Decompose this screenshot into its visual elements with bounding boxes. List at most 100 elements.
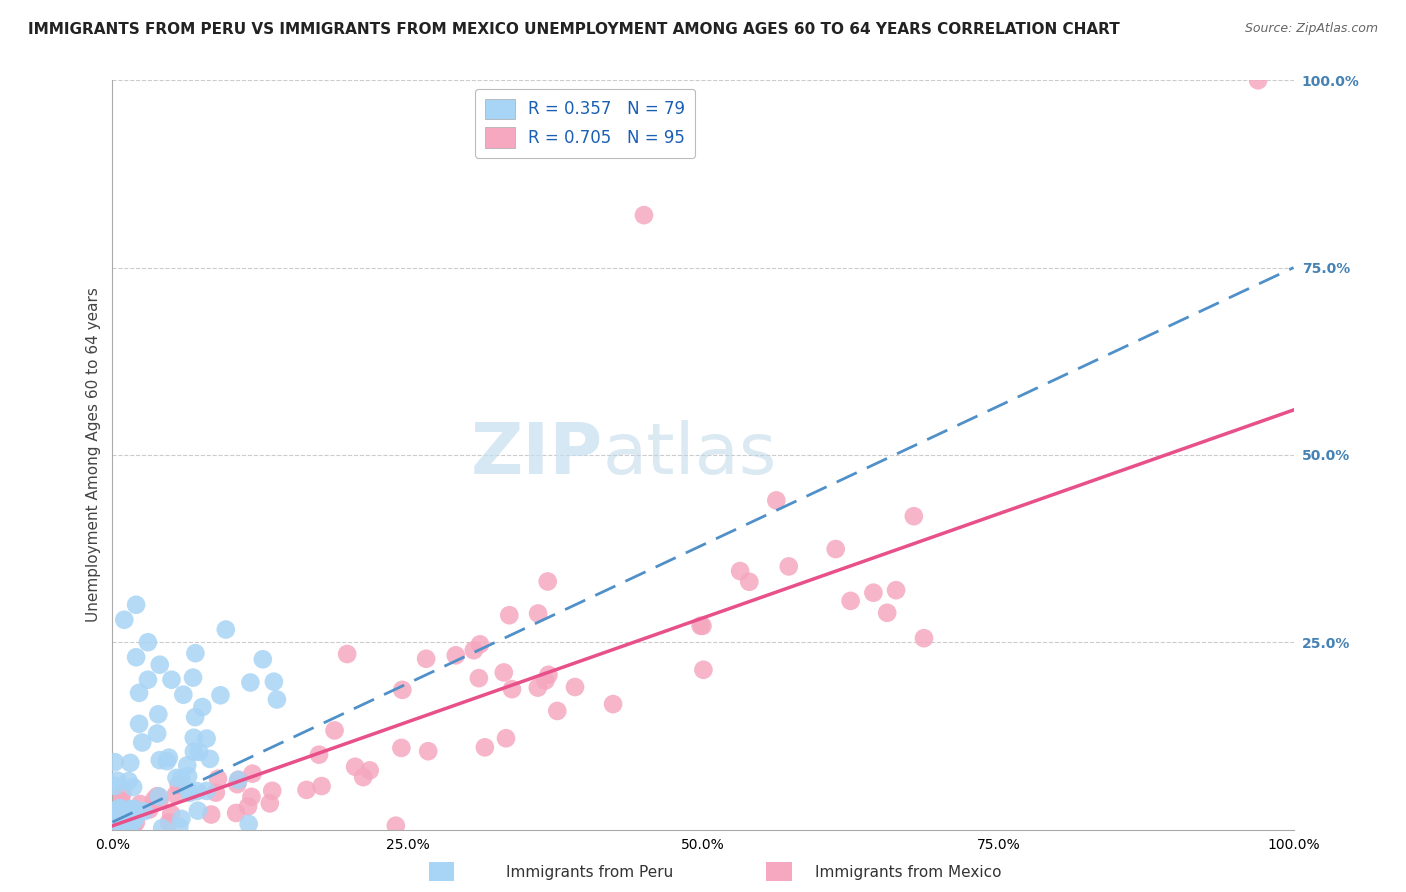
Point — [195, 731, 218, 746]
Point — [101, 818, 124, 832]
Point — [120, 809, 142, 823]
Point — [150, 821, 173, 835]
Point — [125, 650, 148, 665]
Point — [107, 811, 129, 825]
Point — [498, 608, 520, 623]
Point — [125, 815, 148, 830]
Point — [903, 509, 925, 524]
Point — [184, 646, 207, 660]
Point — [884, 583, 907, 598]
Point — [239, 675, 262, 690]
Point — [117, 808, 139, 822]
Point — [336, 647, 359, 661]
Point — [527, 607, 550, 621]
Point — [209, 688, 232, 702]
Point — [200, 807, 222, 822]
Point — [146, 726, 169, 740]
Point — [444, 648, 467, 663]
Point — [492, 665, 515, 680]
Point — [124, 804, 146, 818]
Legend: R = 0.357   N = 79, R = 0.705   N = 95: R = 0.357 N = 79, R = 0.705 N = 95 — [475, 88, 696, 158]
Point — [323, 723, 346, 738]
Point — [128, 686, 150, 700]
Point — [149, 657, 172, 672]
Point — [728, 564, 751, 578]
Point — [108, 808, 131, 822]
Point — [546, 704, 568, 718]
Point — [156, 754, 179, 768]
Point — [121, 802, 143, 816]
Point — [105, 817, 128, 831]
Point — [117, 822, 139, 836]
Point — [117, 816, 139, 830]
Point — [121, 822, 143, 836]
Point — [120, 815, 142, 830]
Point — [136, 635, 159, 649]
Point — [463, 643, 485, 657]
Point — [824, 542, 846, 557]
Point — [101, 805, 124, 819]
Point — [118, 818, 141, 832]
Point — [105, 773, 128, 788]
Point — [183, 745, 205, 759]
Point — [111, 815, 134, 830]
Point — [103, 812, 125, 826]
Point — [110, 816, 132, 830]
Point — [415, 652, 437, 666]
Point — [118, 820, 141, 834]
Point — [311, 779, 333, 793]
Point — [692, 663, 714, 677]
Point — [692, 619, 714, 633]
Point — [778, 559, 800, 574]
Point — [186, 784, 208, 798]
Point — [344, 760, 367, 774]
Point — [146, 789, 169, 804]
Point — [110, 819, 132, 833]
Point — [226, 777, 249, 791]
Point — [108, 801, 131, 815]
Point — [124, 805, 146, 820]
Point — [136, 673, 159, 687]
Point — [148, 789, 170, 804]
Point — [112, 810, 135, 824]
Point — [263, 674, 285, 689]
Point — [184, 710, 207, 724]
Point — [111, 811, 134, 825]
Point — [117, 774, 139, 789]
Point — [259, 797, 281, 811]
Point — [474, 740, 496, 755]
Point — [228, 772, 250, 787]
Point — [534, 673, 557, 688]
Point — [110, 817, 132, 831]
Point — [295, 782, 318, 797]
Point — [149, 753, 172, 767]
Point — [121, 812, 143, 826]
Point — [252, 652, 274, 666]
Point — [262, 784, 284, 798]
Point — [170, 772, 193, 786]
Point — [129, 797, 152, 811]
Text: Immigrants from Peru: Immigrants from Peru — [506, 865, 673, 880]
Point — [115, 806, 138, 821]
Point — [131, 735, 153, 749]
Point — [359, 764, 381, 778]
Point — [115, 814, 138, 829]
Point — [170, 812, 193, 826]
Point — [876, 606, 898, 620]
Point — [160, 673, 183, 687]
Point — [191, 700, 214, 714]
Point — [120, 814, 142, 828]
Point — [495, 731, 517, 746]
Point — [602, 697, 624, 711]
Point — [183, 731, 205, 745]
Point — [689, 618, 711, 632]
Point — [765, 493, 787, 508]
Point — [195, 784, 218, 798]
Point — [215, 623, 238, 637]
Point — [240, 789, 263, 804]
Text: atlas: atlas — [603, 420, 778, 490]
Point — [165, 771, 187, 785]
Point — [118, 802, 141, 816]
Point — [1247, 73, 1270, 87]
Point — [104, 755, 127, 769]
